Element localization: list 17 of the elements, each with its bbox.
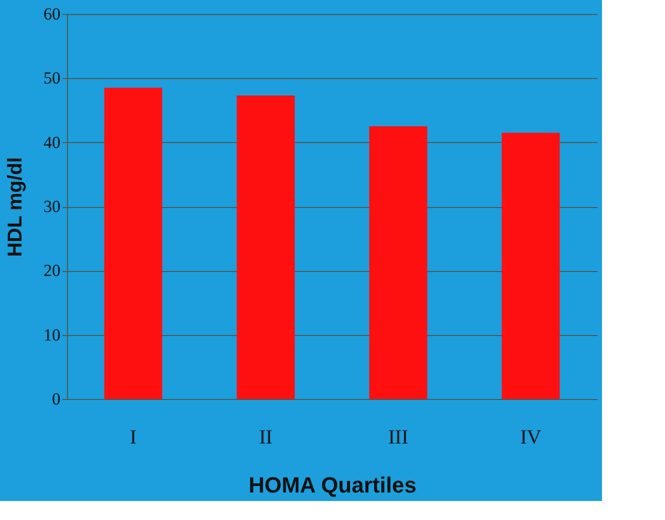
y-tick-label: 30: [44, 197, 60, 216]
bar: [502, 132, 560, 399]
x-tick-label: I: [130, 426, 137, 448]
y-tick-label: 0: [52, 390, 60, 408]
y-tick-label: 60: [44, 4, 60, 24]
x-tick-label: IV: [520, 426, 542, 448]
y-tick-label: 40: [44, 132, 60, 152]
y-tick-label: 20: [44, 261, 60, 280]
x-axis-title: HOMA Quartiles: [248, 472, 416, 498]
y-tick-label: 50: [44, 68, 60, 88]
bar: [369, 126, 428, 399]
y-axis-title: HDL mg/dl: [4, 157, 26, 257]
x-tick-label: II: [259, 426, 272, 448]
bar: [236, 95, 295, 399]
x-tick-label: III: [388, 426, 408, 448]
bar: [104, 88, 162, 399]
y-tick-label: 10: [44, 325, 60, 344]
